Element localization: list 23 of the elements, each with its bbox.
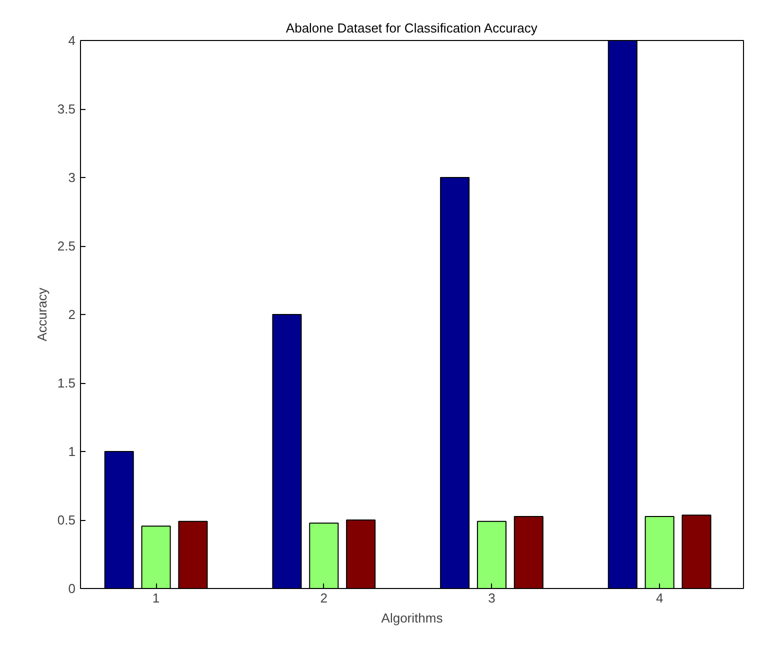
bar <box>178 520 208 588</box>
x-tick-label: 4 <box>656 590 664 606</box>
x-tick-label: 1 <box>152 590 160 606</box>
bar <box>440 177 470 588</box>
y-tick-label: 0 <box>68 581 76 596</box>
chart-title: Abalone Dataset for Classification Accuracy <box>286 20 538 36</box>
y-tick-label: 3 <box>68 170 76 185</box>
x-tick-label: 2 <box>320 590 328 606</box>
y-axis-title: Accuracy <box>34 287 50 342</box>
y-tick-label: 2.5 <box>57 238 76 254</box>
y-tick-label: 4 <box>68 33 76 48</box>
x-tick-label: 3 <box>488 590 496 606</box>
y-tick-label: 3.5 <box>57 102 76 116</box>
bar <box>346 520 376 588</box>
bar <box>514 516 544 588</box>
y-tick-label: 1 <box>68 444 76 459</box>
y-tick-label: 0.5 <box>57 512 76 528</box>
bar <box>272 314 302 588</box>
y-tick-label: 1.5 <box>57 376 76 390</box>
bar <box>104 451 134 588</box>
x-axis-title: Algorithms <box>381 610 444 626</box>
bar <box>682 514 712 588</box>
y-tick-label: 2 <box>68 307 76 322</box>
